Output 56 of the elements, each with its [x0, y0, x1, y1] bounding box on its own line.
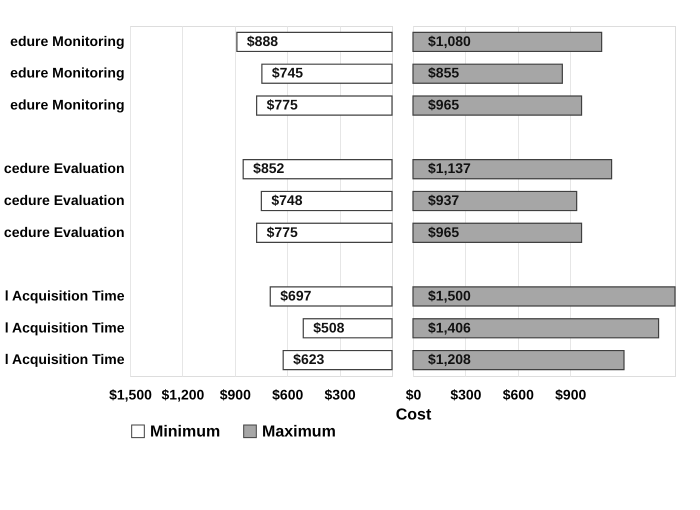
data-label: $1,500 [428, 287, 472, 304]
data-label: $888 [246, 32, 278, 49]
bar [412, 64, 563, 84]
data-label: $937 [428, 192, 460, 208]
data-label: $745 [272, 64, 304, 81]
x-tick-label: $0 [406, 386, 422, 402]
legend-label: Minimum [150, 423, 220, 440]
y-tick-label: l Acquisition Time [4, 319, 125, 336]
bar [412, 159, 612, 180]
data-label: $855 [428, 64, 460, 81]
bar [260, 190, 393, 212]
bar [256, 222, 393, 243]
x-tick-label: $1,200 [161, 386, 205, 402]
x-tick-label: $600 [502, 386, 534, 402]
data-label: $775 [266, 224, 298, 240]
bar [256, 95, 393, 116]
data-label: $1,137 [428, 160, 472, 176]
data-label: $965 [428, 224, 460, 240]
bar [236, 32, 393, 52]
bar [412, 95, 582, 116]
data-label: $852 [253, 160, 285, 176]
bar [270, 286, 393, 307]
bar [412, 222, 582, 243]
y-tick-label: cedure Evaluation [4, 224, 124, 240]
x-axis-title: Cost [396, 406, 432, 424]
bar [282, 350, 393, 370]
bar [412, 286, 676, 307]
x-tick-label: $900 [555, 386, 586, 402]
data-label: $1,406 [428, 319, 472, 336]
data-label: $508 [313, 319, 345, 336]
bar [412, 350, 625, 370]
y-tick-label: edure Monitoring [10, 32, 124, 49]
data-label: $775 [266, 96, 298, 113]
y-tick-label: cedure Evaluation [4, 192, 124, 208]
x-tick-label: $600 [272, 386, 304, 402]
data-label: $623 [293, 351, 325, 368]
x-tick-label: $1,500 [109, 386, 152, 402]
bar [412, 190, 578, 212]
y-tick-label: cedure Evaluation [4, 160, 124, 176]
x-tick-label: $300 [324, 386, 356, 402]
data-label: $697 [280, 287, 312, 304]
y-tick-label: edure Monitoring [10, 64, 124, 81]
data-label: $748 [271, 192, 303, 208]
text: Maximum [262, 423, 336, 440]
y-tick-label: l Acquisition Time [4, 287, 125, 304]
bar [242, 159, 393, 180]
data-label: $965 [428, 96, 460, 113]
y-tick-label: edure Monitoring [10, 96, 124, 113]
data-label: $1,080 [428, 32, 472, 49]
x-tick-label: $300 [450, 386, 482, 402]
bar [412, 318, 660, 338]
bar [412, 32, 602, 52]
y-tick-label: l Acquisition Time [4, 351, 125, 368]
x-tick-label: $900 [220, 386, 252, 402]
bar [261, 64, 393, 84]
data-label: $1,208 [428, 351, 472, 368]
